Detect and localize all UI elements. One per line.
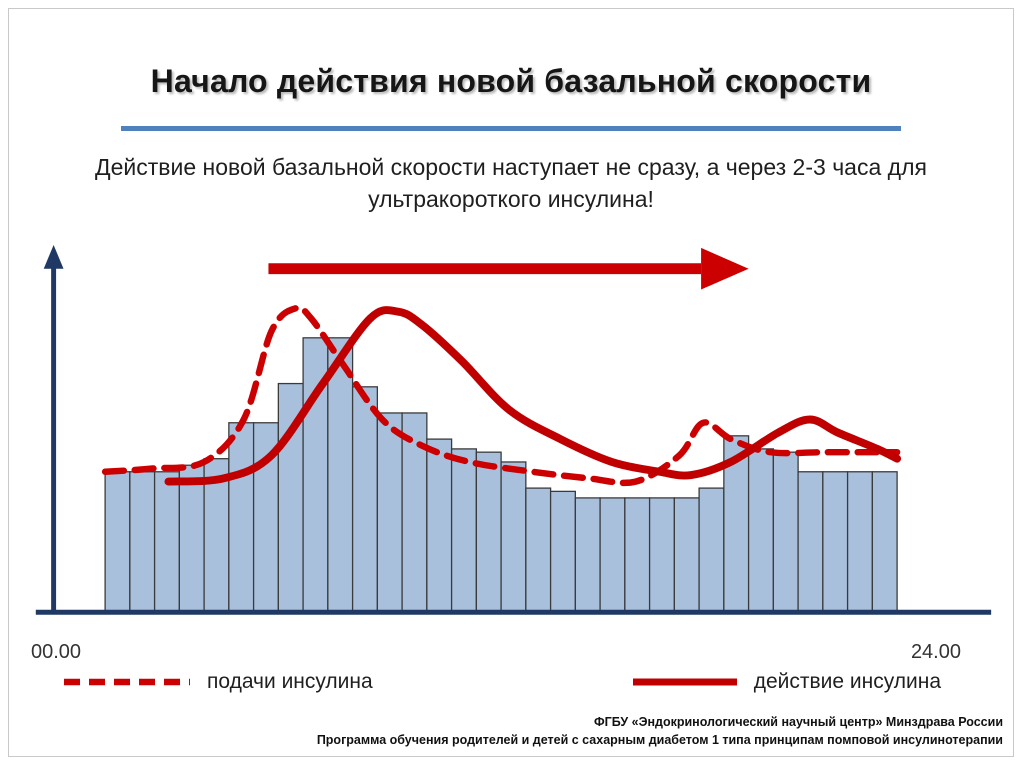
legend-label-delivery: подачи инсулина <box>207 670 373 693</box>
time-shift-arrow-icon <box>268 247 749 290</box>
legend-label-action: действие инсулина <box>753 670 941 693</box>
chart-legend: подачи инсулина действие инсулина <box>9 664 1013 694</box>
basal-bar <box>871 471 898 613</box>
basal-bar <box>846 471 873 613</box>
basal-bar <box>525 487 552 613</box>
legend-item-delivery: подачи инсулина <box>61 670 373 694</box>
basal-bar <box>822 471 849 613</box>
x-axis-start-label: 00.00 <box>31 641 82 663</box>
basal-bar <box>747 448 774 613</box>
footer: ФГБУ «Эндокринологический научный центр»… <box>317 713 1003 749</box>
basal-bar <box>500 461 527 613</box>
basal-bar <box>574 497 601 613</box>
solid-line-icon <box>632 678 737 686</box>
basal-bar <box>450 448 477 613</box>
x-axis-end-label: 24.00 <box>910 641 961 663</box>
basal-bar <box>599 497 626 613</box>
footer-program: Программа обучения родителей и детей с с… <box>316 732 1003 747</box>
chart-bars <box>104 337 898 613</box>
basal-bar <box>178 464 205 613</box>
title-divider <box>121 126 901 131</box>
basal-bar <box>153 471 180 613</box>
curve-solid <box>164 306 902 486</box>
basal-bar <box>351 386 378 613</box>
dashed-line-icon <box>64 678 190 686</box>
chart-area: 00.00 24.00 подачи инсулина действие инс… <box>9 239 1013 694</box>
curve-dashed <box>101 304 901 487</box>
basal-bar <box>327 337 354 613</box>
basal-bar <box>104 471 131 613</box>
basal-bar <box>624 497 651 613</box>
basal-bar <box>797 471 824 613</box>
basal-bar <box>772 451 799 613</box>
basal-bar <box>228 422 255 613</box>
slide: Начало действия новой базальной скорости… <box>8 8 1014 757</box>
legend-item-action: действие инсулина <box>630 670 941 694</box>
subtitle-text: Действие новой базальной скорости наступ… <box>95 154 927 212</box>
basal-bar <box>673 497 700 613</box>
basal-bar <box>426 438 453 613</box>
x-axis-labels: 00.00 24.00 <box>9 639 1013 664</box>
y-axis-arrowhead-icon <box>43 244 64 269</box>
basal-rate-chart <box>35 244 992 615</box>
chart-curves <box>101 304 902 487</box>
page-title: Начало действия новой базальной скорости <box>150 63 872 99</box>
basal-bar <box>698 487 725 613</box>
basal-bar <box>549 490 576 613</box>
basal-bar <box>129 471 156 613</box>
basal-bar <box>376 412 403 613</box>
basal-bar <box>648 497 675 613</box>
basal-bar <box>475 451 502 613</box>
footer-org: ФГБУ «Эндокринологический научный центр»… <box>593 714 1003 729</box>
